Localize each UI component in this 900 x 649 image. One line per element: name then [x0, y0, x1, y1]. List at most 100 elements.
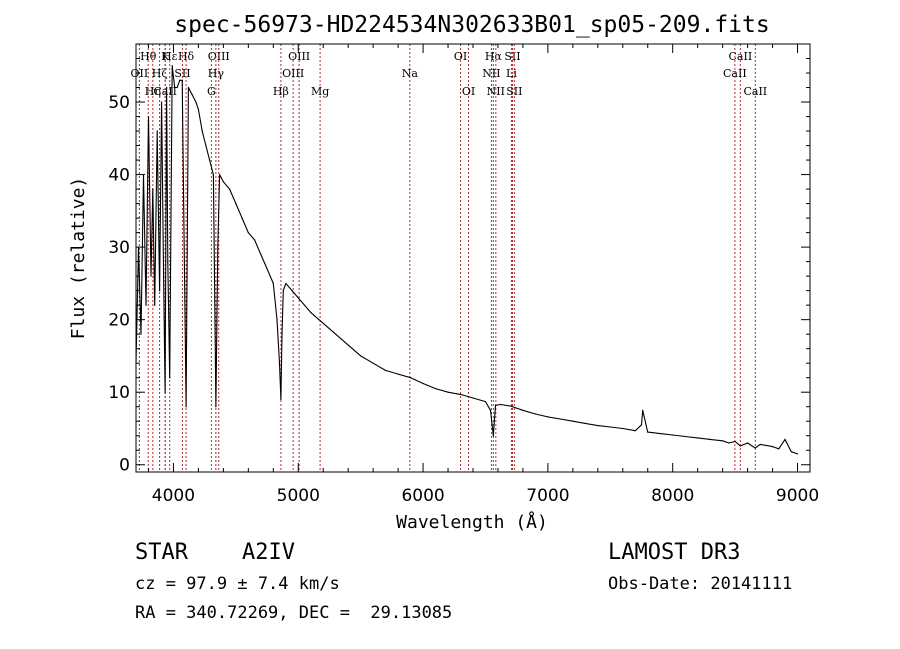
data-point — [272, 282, 274, 284]
series-line-0 — [135, 65, 798, 455]
x-tick-label-0: 4000 — [152, 486, 195, 506]
line-label-14: OIII — [282, 67, 304, 80]
data-point — [147, 115, 150, 118]
data-point — [201, 130, 203, 132]
object-class: STAR — [135, 540, 188, 565]
data-point — [709, 438, 711, 440]
data-point — [222, 181, 224, 183]
data-point — [241, 217, 243, 219]
data-point — [158, 290, 161, 292]
data-point — [205, 144, 207, 147]
data-point — [409, 377, 412, 379]
data-point — [509, 405, 512, 407]
data-point — [169, 377, 171, 379]
data-point — [459, 393, 462, 395]
data-point — [235, 202, 237, 205]
line-label-12: Hβ — [273, 85, 289, 98]
y-tick-label-2: 20 — [108, 311, 130, 331]
data-point — [195, 101, 197, 103]
data-point — [534, 413, 537, 415]
data-point — [771, 446, 774, 448]
data-point — [281, 333, 283, 335]
line-label-3: Hη — [145, 85, 161, 98]
data-point — [640, 424, 643, 426]
data-point — [385, 369, 387, 372]
line-label-7: Hδ — [178, 50, 195, 63]
redshift-cz: cz = 97.9 ± 7.4 km/s — [135, 574, 340, 594]
data-point — [746, 442, 749, 444]
line-label-11: G — [207, 85, 216, 98]
data-point — [278, 362, 281, 364]
data-point — [778, 448, 780, 450]
survey-name: LAMOST DR3 — [608, 540, 741, 565]
data-point — [187, 86, 190, 89]
line-label-4: Hζ — [152, 67, 168, 80]
line-label-9: OIII — [208, 50, 230, 63]
data-point — [335, 333, 337, 335]
data-point — [154, 304, 156, 306]
data-point — [165, 86, 168, 89]
line-label-19: Hα — [485, 50, 503, 63]
line-label-26: CaII — [723, 67, 747, 80]
line-label-10: Hγ — [208, 67, 225, 80]
y-tick-label-4: 40 — [108, 166, 130, 186]
obs-date: Obs-Date: 20141111 — [608, 574, 793, 594]
data-point — [229, 188, 231, 190]
data-point — [609, 426, 611, 428]
y-tick-label-3: 30 — [108, 238, 130, 258]
line-label-22: SII — [504, 50, 520, 63]
y-tick-label-1: 10 — [108, 383, 130, 403]
axes: 4000 5000 6000 7000 8000 9000 0 10 20 30 40 50 — [108, 44, 819, 506]
data-point — [759, 443, 761, 446]
data-point — [322, 322, 324, 324]
line-label-5: Hε — [162, 50, 178, 63]
spectrum-series — [135, 65, 799, 455]
data-point — [790, 451, 792, 453]
data-point — [167, 261, 169, 263]
data-point — [197, 108, 200, 110]
data-point — [734, 440, 736, 443]
line-label-2: Hθ — [140, 50, 157, 63]
data-point — [784, 438, 786, 440]
x-tick-label-1: 5000 — [277, 486, 320, 506]
data-point — [494, 404, 497, 406]
data-point — [209, 159, 211, 161]
line-label-25: CaII — [729, 50, 753, 63]
data-point — [282, 290, 284, 292]
x-tick-label-3: 7000 — [526, 486, 569, 506]
data-point — [659, 432, 661, 435]
data-point — [754, 447, 756, 449]
data-point — [171, 65, 173, 67]
data-point — [722, 440, 724, 442]
data-point — [181, 79, 183, 81]
data-point — [728, 442, 730, 444]
data-point — [422, 382, 424, 385]
line-label-17: OI — [454, 50, 467, 63]
data-point — [191, 94, 193, 96]
data-point — [597, 424, 599, 427]
data-point — [185, 406, 187, 408]
data-point — [492, 435, 494, 437]
line-label-20: NII — [482, 67, 500, 80]
data-point — [372, 362, 374, 364]
data-point — [253, 239, 256, 241]
line-label-13: OIII — [288, 50, 310, 63]
data-point — [347, 344, 349, 346]
y-axis-label: Flux (relative) — [68, 177, 89, 340]
data-point — [447, 391, 449, 393]
data-point — [247, 232, 249, 234]
data-point — [472, 397, 474, 399]
data-point — [397, 373, 399, 375]
data-point — [162, 268, 165, 270]
data-point — [156, 130, 158, 132]
data-point — [215, 406, 217, 408]
data-point — [547, 416, 549, 418]
data-point — [697, 437, 699, 439]
line-label-16: Na — [402, 67, 419, 80]
y-tick-label-5: 50 — [108, 93, 130, 113]
data-point — [499, 403, 502, 406]
data-point — [484, 401, 487, 403]
line-label-18: OI — [462, 85, 475, 98]
data-point — [280, 398, 282, 401]
